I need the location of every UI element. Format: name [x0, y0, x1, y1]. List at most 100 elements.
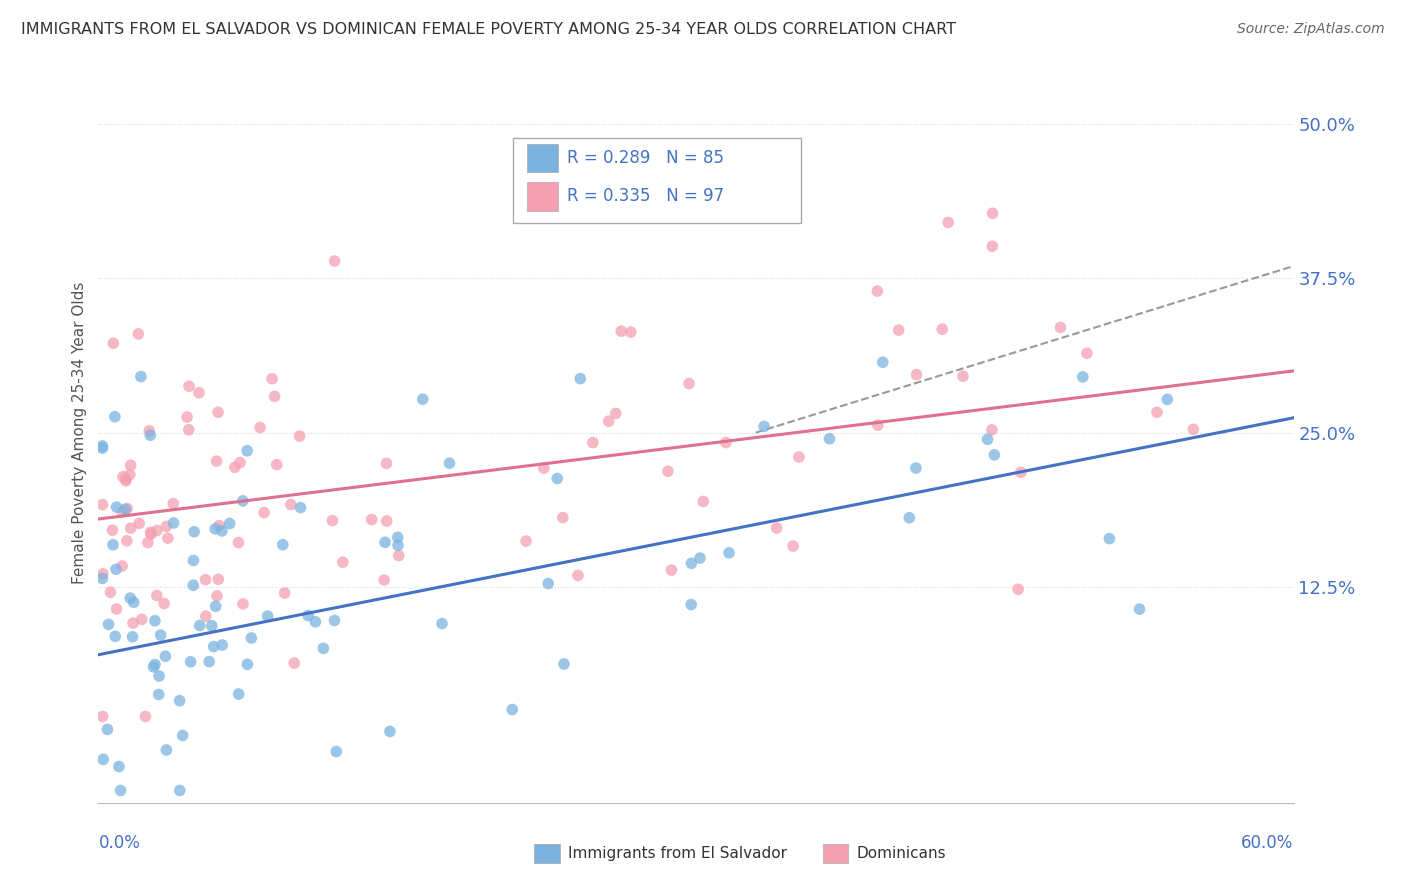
- Point: [202, 640, 225, 654]
- Point: [172, 728, 194, 742]
- Point: [283, 656, 305, 670]
- Point: [104, 629, 127, 643]
- Point: [211, 524, 233, 538]
- Point: [323, 254, 346, 268]
- Point: [866, 418, 889, 433]
- Point: [91, 439, 114, 453]
- Point: [143, 657, 166, 672]
- Point: [1049, 320, 1071, 334]
- Point: [228, 687, 250, 701]
- Point: [714, 435, 737, 450]
- Point: [905, 368, 928, 382]
- Point: [120, 521, 142, 535]
- Point: [122, 595, 145, 609]
- Point: [388, 549, 411, 563]
- Point: [155, 649, 177, 664]
- Point: [412, 392, 434, 406]
- Point: [661, 563, 683, 577]
- Point: [96, 723, 118, 737]
- Point: [567, 568, 589, 582]
- Point: [91, 498, 114, 512]
- Point: [134, 709, 156, 723]
- Point: [169, 783, 191, 797]
- Point: [91, 571, 114, 585]
- Point: [605, 406, 627, 420]
- Point: [91, 441, 114, 455]
- Point: [904, 461, 927, 475]
- Point: [374, 535, 396, 549]
- Point: [689, 551, 711, 566]
- Point: [101, 523, 124, 537]
- Text: IMMIGRANTS FROM EL SALVADOR VS DOMINICAN FEMALE POVERTY AMONG 25-34 YEAR OLDS CO: IMMIGRANTS FROM EL SALVADOR VS DOMINICAN…: [21, 22, 956, 37]
- Text: 0.0%: 0.0%: [98, 834, 141, 852]
- Point: [207, 572, 229, 586]
- Point: [138, 424, 160, 438]
- Point: [692, 494, 714, 508]
- Point: [280, 498, 302, 512]
- Point: [378, 724, 401, 739]
- Point: [177, 379, 200, 393]
- Text: Source: ZipAtlas.com: Source: ZipAtlas.com: [1237, 22, 1385, 37]
- Point: [375, 457, 398, 471]
- Point: [229, 456, 252, 470]
- Point: [194, 609, 217, 624]
- Point: [1156, 392, 1178, 407]
- Point: [872, 355, 894, 369]
- Point: [533, 461, 555, 475]
- Point: [103, 336, 125, 351]
- Point: [765, 521, 787, 535]
- Point: [139, 428, 162, 442]
- Point: [115, 501, 138, 516]
- Point: [105, 602, 128, 616]
- Point: [263, 389, 285, 403]
- Point: [136, 535, 159, 549]
- Point: [177, 423, 200, 437]
- Point: [253, 506, 276, 520]
- Point: [118, 467, 141, 482]
- Point: [236, 657, 259, 672]
- Point: [360, 512, 382, 526]
- Point: [148, 688, 170, 702]
- Point: [108, 759, 131, 773]
- Point: [931, 322, 953, 336]
- Point: [120, 458, 142, 473]
- Point: [551, 510, 574, 524]
- Point: [387, 538, 409, 552]
- Point: [553, 657, 575, 671]
- Point: [678, 376, 700, 391]
- Point: [249, 420, 271, 434]
- Text: R = 0.335   N = 97: R = 0.335 N = 97: [567, 187, 724, 205]
- Point: [100, 585, 122, 599]
- Point: [952, 369, 974, 384]
- Point: [145, 589, 167, 603]
- Point: [139, 525, 162, 540]
- Point: [91, 752, 114, 766]
- Point: [657, 464, 679, 478]
- Point: [976, 433, 998, 447]
- Point: [598, 414, 620, 428]
- Point: [97, 617, 120, 632]
- Point: [681, 598, 703, 612]
- Point: [112, 470, 135, 484]
- Point: [332, 555, 354, 569]
- Point: [1010, 465, 1032, 479]
- Point: [162, 516, 184, 530]
- Point: [501, 702, 523, 716]
- Point: [188, 618, 211, 632]
- Point: [981, 239, 1004, 253]
- Point: [194, 573, 217, 587]
- Point: [176, 410, 198, 425]
- Point: [115, 474, 138, 488]
- Point: [115, 472, 138, 486]
- Point: [201, 618, 224, 632]
- Point: [387, 530, 409, 544]
- Point: [304, 615, 326, 629]
- Point: [1071, 370, 1094, 384]
- Point: [1098, 532, 1121, 546]
- Point: [1007, 582, 1029, 597]
- Point: [936, 215, 959, 229]
- Point: [156, 531, 179, 545]
- Point: [183, 524, 205, 539]
- Point: [546, 471, 568, 485]
- Point: [129, 369, 152, 384]
